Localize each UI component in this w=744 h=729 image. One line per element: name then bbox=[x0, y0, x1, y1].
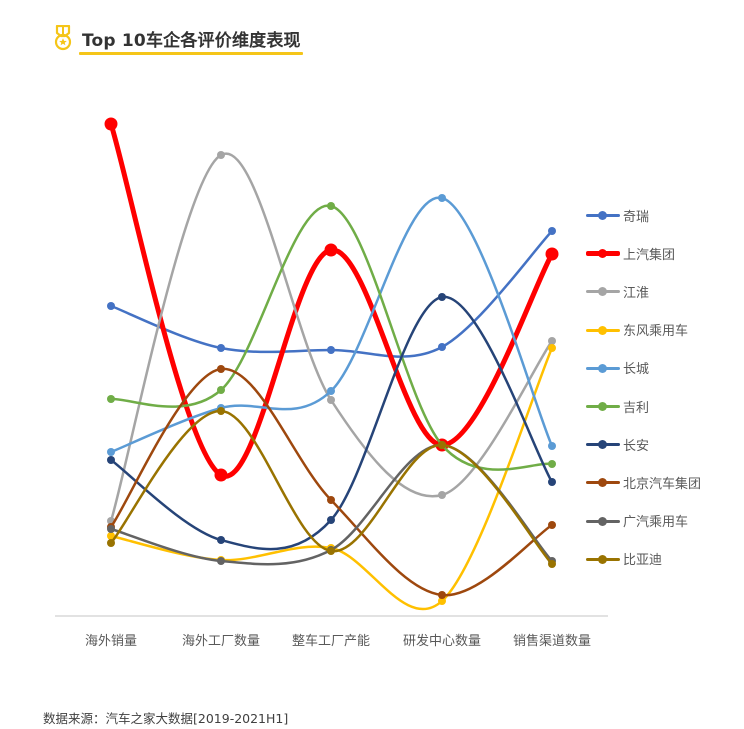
data-point[interactable] bbox=[324, 243, 338, 257]
data-point[interactable] bbox=[438, 491, 446, 499]
legend-item[interactable]: 上汽集团 bbox=[586, 234, 701, 272]
data-point[interactable] bbox=[217, 151, 225, 159]
data-point[interactable] bbox=[438, 591, 446, 599]
medal-icon bbox=[54, 25, 72, 51]
data-point[interactable] bbox=[217, 344, 225, 352]
data-point[interactable] bbox=[327, 202, 335, 210]
data-point[interactable] bbox=[548, 460, 556, 468]
data-point[interactable] bbox=[548, 344, 556, 352]
data-point[interactable] bbox=[438, 343, 446, 351]
legend-item[interactable]: 奇瑞 bbox=[586, 196, 701, 234]
legend-line-marker-icon bbox=[586, 400, 620, 412]
legend-item[interactable]: 江淮 bbox=[586, 272, 701, 310]
series-5 bbox=[107, 202, 556, 471]
x-axis-label: 销售渠道数量 bbox=[512, 634, 592, 649]
legend-item[interactable]: 比亚迪 bbox=[586, 540, 701, 578]
data-point[interactable] bbox=[107, 456, 115, 464]
data-point[interactable] bbox=[548, 442, 556, 450]
legend-item[interactable]: 吉利 bbox=[586, 387, 701, 425]
data-point[interactable] bbox=[107, 395, 115, 403]
legend-label: 长城 bbox=[623, 362, 650, 378]
data-point[interactable] bbox=[327, 396, 335, 404]
series-6 bbox=[107, 293, 556, 551]
data-point[interactable] bbox=[217, 407, 225, 415]
legend-label: 长安 bbox=[623, 438, 650, 454]
data-point[interactable] bbox=[217, 386, 225, 394]
x-axis-label: 海外销量 bbox=[84, 634, 138, 649]
series-2 bbox=[107, 151, 556, 525]
x-axis-label: 研发中心数量 bbox=[402, 634, 482, 649]
data-point[interactable] bbox=[438, 293, 446, 301]
legend-item[interactable]: 广汽乘用车 bbox=[586, 502, 701, 540]
data-point[interactable] bbox=[327, 516, 335, 524]
legend-item[interactable]: 长城 bbox=[586, 349, 701, 387]
title-underline bbox=[79, 52, 303, 55]
legend-label: 江淮 bbox=[623, 285, 650, 301]
series-9 bbox=[107, 407, 556, 568]
legend-line-marker-icon bbox=[586, 209, 620, 221]
data-point[interactable] bbox=[545, 247, 559, 261]
data-point[interactable] bbox=[217, 536, 225, 544]
legend-label: 北京汽车集团 bbox=[623, 476, 702, 492]
data-source-note: 数据来源：汽车之家大数据[2019-2021H1] bbox=[43, 711, 289, 726]
legend-item[interactable]: 长安 bbox=[586, 425, 701, 463]
legend-line-marker-icon bbox=[586, 247, 620, 259]
chart-legend: 奇瑞上汽集团江淮东风乘用车长城吉利长安北京汽车集团 广汽乘用车比亚迪 bbox=[586, 196, 701, 578]
x-axis-labels: 海外销量 海外工厂数量 整车工厂产能 研发中心数量 销售渠道数量 bbox=[0, 630, 744, 650]
data-point[interactable] bbox=[548, 521, 556, 529]
legend-label: 奇瑞 bbox=[623, 209, 650, 225]
data-point[interactable] bbox=[548, 337, 556, 345]
data-point[interactable] bbox=[327, 496, 335, 504]
legend-line-marker-icon bbox=[586, 362, 620, 374]
data-point[interactable] bbox=[548, 560, 556, 568]
data-point[interactable] bbox=[327, 346, 335, 354]
series-line bbox=[108, 121, 555, 479]
data-point[interactable] bbox=[327, 387, 335, 395]
data-point[interactable] bbox=[548, 227, 556, 235]
chart-title: Top 10车企各评价维度表现 bbox=[82, 30, 301, 51]
data-point[interactable] bbox=[107, 532, 115, 540]
series-layer bbox=[104, 117, 559, 611]
legend-line-marker-icon bbox=[586, 285, 620, 297]
legend-line-marker-icon bbox=[586, 515, 620, 527]
data-point[interactable] bbox=[438, 441, 446, 449]
data-point[interactable] bbox=[327, 547, 335, 555]
series-line bbox=[109, 295, 554, 551]
data-point[interactable] bbox=[107, 302, 115, 310]
legend-label: 上汽集团 bbox=[623, 247, 676, 263]
data-point[interactable] bbox=[107, 539, 115, 547]
x-axis-label: 整车工厂产能 bbox=[291, 634, 371, 649]
data-point[interactable] bbox=[438, 194, 446, 202]
data-point[interactable] bbox=[107, 448, 115, 456]
series-0 bbox=[107, 227, 556, 358]
legend-label: 广汽乘用车 bbox=[623, 515, 689, 531]
legend-item[interactable]: 北京汽车集团 bbox=[586, 463, 701, 501]
series-line bbox=[109, 409, 554, 566]
legend-label: 吉利 bbox=[623, 400, 650, 416]
legend-label: 东风乘用车 bbox=[623, 324, 689, 340]
data-point[interactable] bbox=[104, 117, 118, 131]
data-point[interactable] bbox=[438, 597, 446, 605]
data-point[interactable] bbox=[217, 557, 225, 565]
legend-item[interactable]: 东风乘用车 bbox=[586, 311, 701, 349]
data-point[interactable] bbox=[548, 478, 556, 486]
chart-header: Top 10车企各评价维度表现 bbox=[52, 20, 301, 56]
legend-line-marker-icon bbox=[586, 476, 620, 488]
data-point[interactable] bbox=[217, 365, 225, 373]
data-point[interactable] bbox=[214, 468, 228, 482]
series-line bbox=[109, 196, 554, 454]
data-point[interactable] bbox=[107, 525, 115, 533]
legend-line-marker-icon bbox=[586, 324, 620, 336]
legend-label: 比亚迪 bbox=[623, 553, 663, 569]
legend-line-marker-icon bbox=[586, 438, 620, 450]
series-line bbox=[109, 367, 554, 597]
series-7 bbox=[107, 365, 556, 599]
legend-line-marker-icon bbox=[586, 553, 620, 565]
series-line bbox=[109, 152, 554, 523]
x-axis-label: 海外工厂数量 bbox=[181, 634, 261, 649]
